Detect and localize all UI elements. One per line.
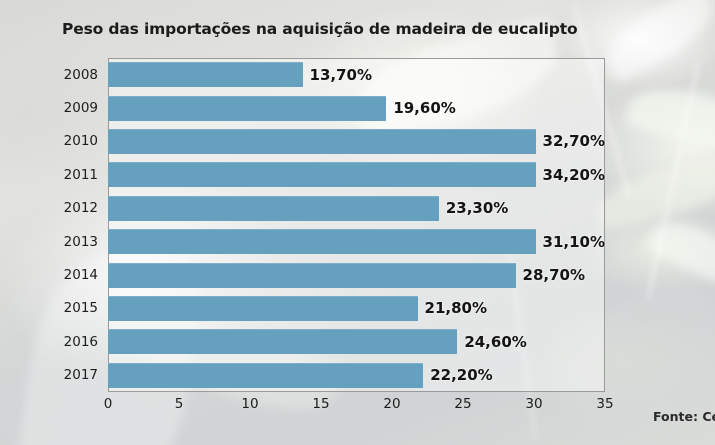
x-tick-0: 0 [103,396,113,412]
bar-row: 32,70% [108,125,605,158]
category-label-2017: 2017 [63,367,98,384]
bar-value-label-2014: 28,70% [522,266,586,285]
background-leaf-shape [592,155,715,231]
bar-row: 19,60% [108,91,605,124]
x-tick-35: 35 [596,396,614,412]
category-label-2012: 2012 [63,200,98,217]
chart-title: Peso das importações na aquisição de mad… [62,20,578,38]
bar-value-label-2012: 23,30% [445,199,509,218]
x-tick-20: 20 [383,396,401,412]
category-label-2011: 2011 [63,166,98,183]
x-tick-15: 15 [312,396,330,412]
bar-value-label-2011: 34,20% [542,165,605,184]
category-label-2009: 2009 [63,100,98,117]
x-tick-30: 30 [525,396,543,412]
bar-value-label-2008: 13,70% [309,65,373,84]
bar-value-label-2015: 21,80% [424,299,488,318]
x-tick-10: 10 [241,396,259,412]
bar-2017[interactable] [108,362,424,388]
bar-2016[interactable] [108,329,458,355]
bar-value-label-2016: 24,60% [464,332,527,351]
bar-row: 23,30% [108,192,605,225]
bar-2015[interactable] [108,295,418,321]
bar-2012[interactable] [108,195,439,221]
category-label-2013: 2013 [63,233,98,250]
bar-2013[interactable] [108,229,536,255]
bar-2014[interactable] [108,262,516,288]
category-label-2008: 2008 [63,66,98,83]
bar-value-label-2009: 19,60% [393,99,456,118]
bar-row: 22,20% [108,359,605,392]
category-label-2010: 2010 [63,133,98,150]
bar-row: 31,10% [108,225,605,258]
bar-row: 28,70% [108,258,605,291]
bar-series: 13,70% 19,60% 32,70% 34,20% 23,30% 31,10% 28,7… [108,58,605,392]
bar-2008[interactable] [108,62,303,88]
source-note: Fonte: Cel [653,409,715,424]
bar-value-label-2010: 32,70% [542,132,605,151]
bar-row: 34,20% [108,158,605,191]
bar-2009[interactable] [108,95,387,121]
value-axis-ticks: 0 5 10 15 20 25 30 35 [104,396,614,418]
bar-2010[interactable] [108,128,536,154]
category-axis-labels: 2008 2009 2010 2011 2012 2013 2014 2015 2016 2017 [0,58,102,392]
bar-value-label-2013: 31,10% [542,232,605,251]
bar-row: 21,80% [108,292,605,325]
bar-2011[interactable] [108,162,536,188]
category-label-2016: 2016 [63,333,98,350]
x-tick-5: 5 [174,396,184,412]
bar-row: 24,60% [108,325,605,358]
bar-value-label-2017: 22,20% [430,366,493,385]
category-label-2014: 2014 [63,267,98,284]
background-leaf-shape [623,74,715,170]
category-label-2015: 2015 [63,300,98,317]
x-tick-25: 25 [454,396,472,412]
bar-row: 13,70% [108,58,605,91]
